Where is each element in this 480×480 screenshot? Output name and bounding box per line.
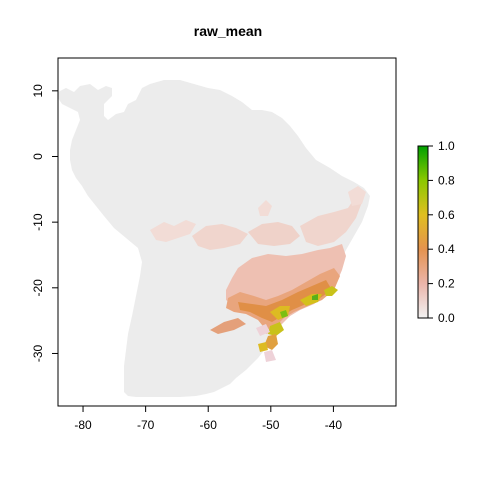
x-tick-label: -70 xyxy=(137,418,155,432)
coast-south-2 xyxy=(264,334,278,350)
y-tick-label: 0 xyxy=(31,153,45,160)
x-tick-label: -60 xyxy=(200,418,218,432)
legend-tick-label: 0.2 xyxy=(438,277,455,291)
coast-green-2 xyxy=(312,294,318,300)
central-patch-mid xyxy=(192,224,248,250)
chart-title: raw_mean xyxy=(194,23,262,39)
coast-green-1 xyxy=(280,310,288,318)
upper-east-patch xyxy=(348,186,366,206)
x-tick-label: -40 xyxy=(325,418,343,432)
plot-frame xyxy=(57,57,397,407)
coast-south-1 xyxy=(268,322,284,336)
central-patch-west xyxy=(150,220,196,242)
map-area xyxy=(58,80,370,397)
upper-north-patch xyxy=(258,200,272,216)
central-patch-east xyxy=(248,222,300,246)
coast-south-3 xyxy=(258,342,268,352)
y-tick-label: 10 xyxy=(31,84,45,98)
legend-tick-label: 0.0 xyxy=(438,311,455,325)
colorbar-legend: 1.0 0.8 0.6 0.4 0.2 0.0 xyxy=(417,139,455,325)
x-axis: -80 -70 -60 -50 -40 xyxy=(74,406,342,432)
legend-tick-label: 0.6 xyxy=(438,208,455,222)
northeast-strip xyxy=(300,196,362,246)
southeast-orange-core xyxy=(238,280,332,322)
legend-tick-label: 1.0 xyxy=(438,139,455,153)
legend-tick-label: 0.8 xyxy=(438,173,455,187)
coast-yellow-3 xyxy=(324,286,338,296)
y-tick-label: -10 xyxy=(31,213,45,231)
southeast-mid-band xyxy=(226,268,340,330)
y-tick-label: -20 xyxy=(31,279,45,297)
southeast-arm-west xyxy=(210,318,246,334)
y-axis: 10 0 -10 -20 -30 xyxy=(31,84,58,362)
x-tick-label: -50 xyxy=(262,418,280,432)
south-pink-2 xyxy=(264,350,276,362)
colorbar-ticks: 1.0 0.8 0.6 0.4 0.2 0.0 xyxy=(428,139,455,325)
y-tick-label: -30 xyxy=(31,344,45,362)
colorbar xyxy=(417,145,429,319)
legend-tick-label: 0.4 xyxy=(438,242,455,256)
south-pink-1 xyxy=(256,324,270,336)
x-tick-label: -80 xyxy=(74,418,92,432)
